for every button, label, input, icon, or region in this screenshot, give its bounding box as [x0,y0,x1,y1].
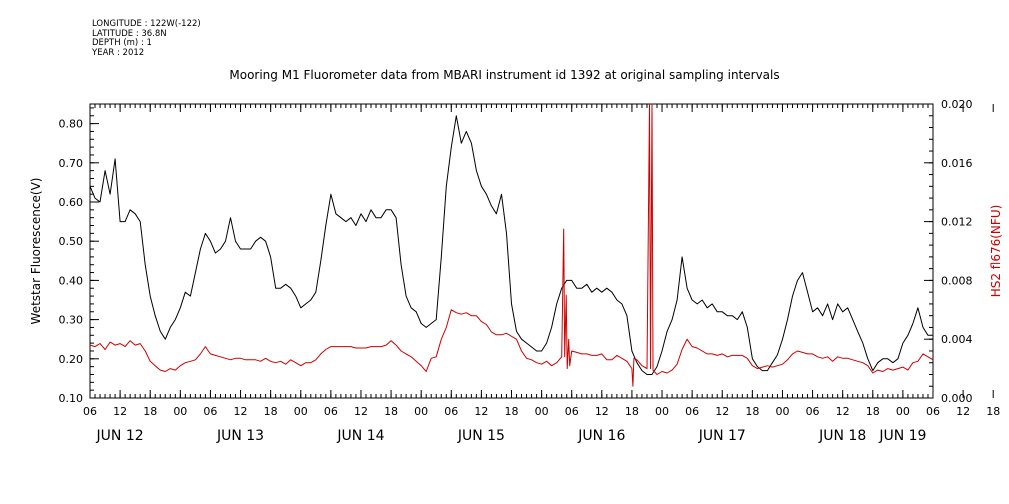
x-day-label: JUN 14 [336,428,384,444]
x-tick-label: 12 [595,405,609,418]
y-axis-right-label: HS2 fl676(NFU) [989,205,1003,298]
x-tick-label: 00 [294,405,308,418]
x-tick-label: 06 [203,405,217,418]
x-day-label: JUN 17 [698,428,746,444]
y-right-tick-label: 0.020 [941,98,973,111]
x-tick-label: 06 [806,405,820,418]
x-tick-label: 06 [926,405,940,418]
y-left-tick-label: 0.70 [59,157,84,170]
x-tick-label: 18 [505,405,519,418]
chart-title: Mooring M1 Fluorometer data from MBARI i… [229,68,780,82]
x-tick-label: 00 [173,405,187,418]
x-tick-label: 00 [775,405,789,418]
x-tick-label: 12 [836,405,850,418]
y-left-tick-label: 0.40 [59,274,84,287]
x-tick-label: 06 [324,405,338,418]
x-tick-label: 06 [565,405,579,418]
x-day-label: JUN 18 [818,428,866,444]
x-tick-label: 06 [83,405,97,418]
x-tick-label: 00 [535,405,549,418]
x-tick-label: 18 [625,405,639,418]
depth-line: DEPTH (m) : 1 [92,38,152,48]
x-tick-label: 18 [384,405,398,418]
x-day-label: JUN 12 [96,428,144,444]
x-tick-label: 12 [234,405,248,418]
y-right-tick-label: 0.004 [941,333,973,346]
x-tick-label: 12 [956,405,970,418]
axis-labels: 06 12 18 00 06 12 18 00 06 12 18 00 06 12 18 00 06 12 18 00… [59,98,1001,444]
x-tick-label: 00 [896,405,910,418]
latitude-line: LATITUDE : 36.8N [92,28,167,39]
y-right-tick-label: 0.012 [941,216,973,229]
x-tick-label: 06 [444,405,458,418]
y-left-tick-label: 0.80 [59,118,84,131]
y-right-tick-label: 0.008 [941,274,973,287]
x-tick-label: 18 [866,405,880,418]
x-tick-label: 00 [414,405,428,418]
y-axis-left-label: Wetstar Fluorescence(V) [29,178,43,325]
x-tick-label: 18 [986,405,1000,418]
axis-ticks [89,103,994,399]
x-tick-label: 12 [474,405,488,418]
series-line-wetstar [89,115,933,375]
longitude-line: LONGITUDE : 122W(-122) [92,19,201,29]
y-left-tick-label: 0.60 [59,196,84,209]
x-tick-label: 12 [354,405,368,418]
y-left-tick-label: 0.20 [59,353,84,366]
x-tick-label: 12 [113,405,127,418]
series-layer [89,103,934,387]
year-line: YEAR : 2012 [92,47,145,58]
x-tick-label: 18 [745,405,759,418]
x-day-label: JUN 16 [577,428,625,444]
x-day-label: JUN 15 [457,428,505,444]
x-tick-label: 18 [264,405,278,418]
y-left-tick-label: 0.10 [59,392,84,405]
x-day-label: JUN 13 [216,428,264,444]
y-left-tick-label: 0.50 [59,235,84,248]
y-right-tick-label: 0.000 [941,392,973,405]
x-tick-label: 12 [715,405,729,418]
y-right-tick-label: 0.016 [941,157,973,170]
x-day-label: JUN 19 [878,428,926,444]
x-tick-label: 06 [685,405,699,418]
x-tick-label: 18 [143,405,157,418]
x-tick-label: 00 [655,405,669,418]
metadata-block: LONGITUDE : 122W(-122) LATITUDE : 36.8N … [92,19,201,58]
y-left-tick-label: 0.30 [59,314,84,327]
series-line-hs2 [89,103,934,387]
